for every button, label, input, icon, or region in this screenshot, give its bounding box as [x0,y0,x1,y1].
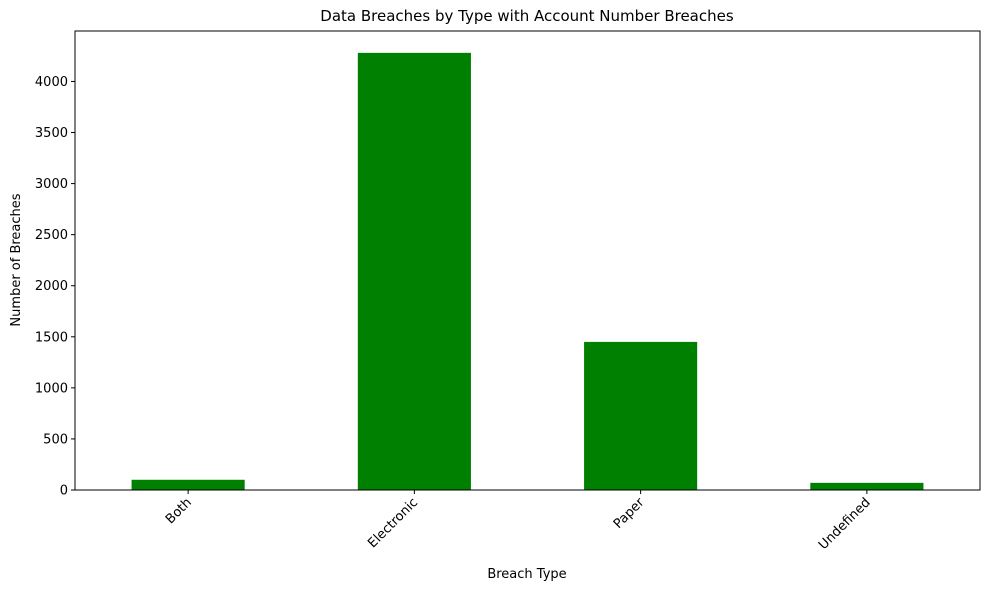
y-tick-label: 500 [43,432,68,447]
bar-electronic [357,52,471,490]
bar-paper [584,341,698,490]
y-tick-label: 0 [60,484,68,499]
y-tick-label: 4000 [35,75,68,90]
y-tick-label: 2000 [35,279,68,294]
x-tick-label: Paper [611,495,648,532]
chart-title: Data Breaches by Type with Account Numbe… [320,7,734,25]
y-tick-label: 1000 [35,381,68,396]
y-tick-label: 3500 [35,126,68,141]
x-axis-title: Breach Type [487,567,566,582]
x-tick-label: Electronic [365,495,421,551]
x-tick-label: Both [163,495,195,527]
y-tick-label: 3000 [35,177,68,192]
bar-undefined [810,482,924,490]
y-tick-label: 1500 [35,330,68,345]
y-axis-title: Number of Breaches [9,193,24,326]
y-axis: 0 500 1000 1500 2000 2500 3000 3500 4000 [35,75,75,499]
bar-both [131,479,245,490]
y-tick-label: 2500 [35,228,68,243]
bars-group [131,52,924,490]
x-tick-label: Undefined [816,495,874,553]
plot-frame [74,30,981,491]
x-axis: Both Electronic Paper Undefined [163,490,874,553]
